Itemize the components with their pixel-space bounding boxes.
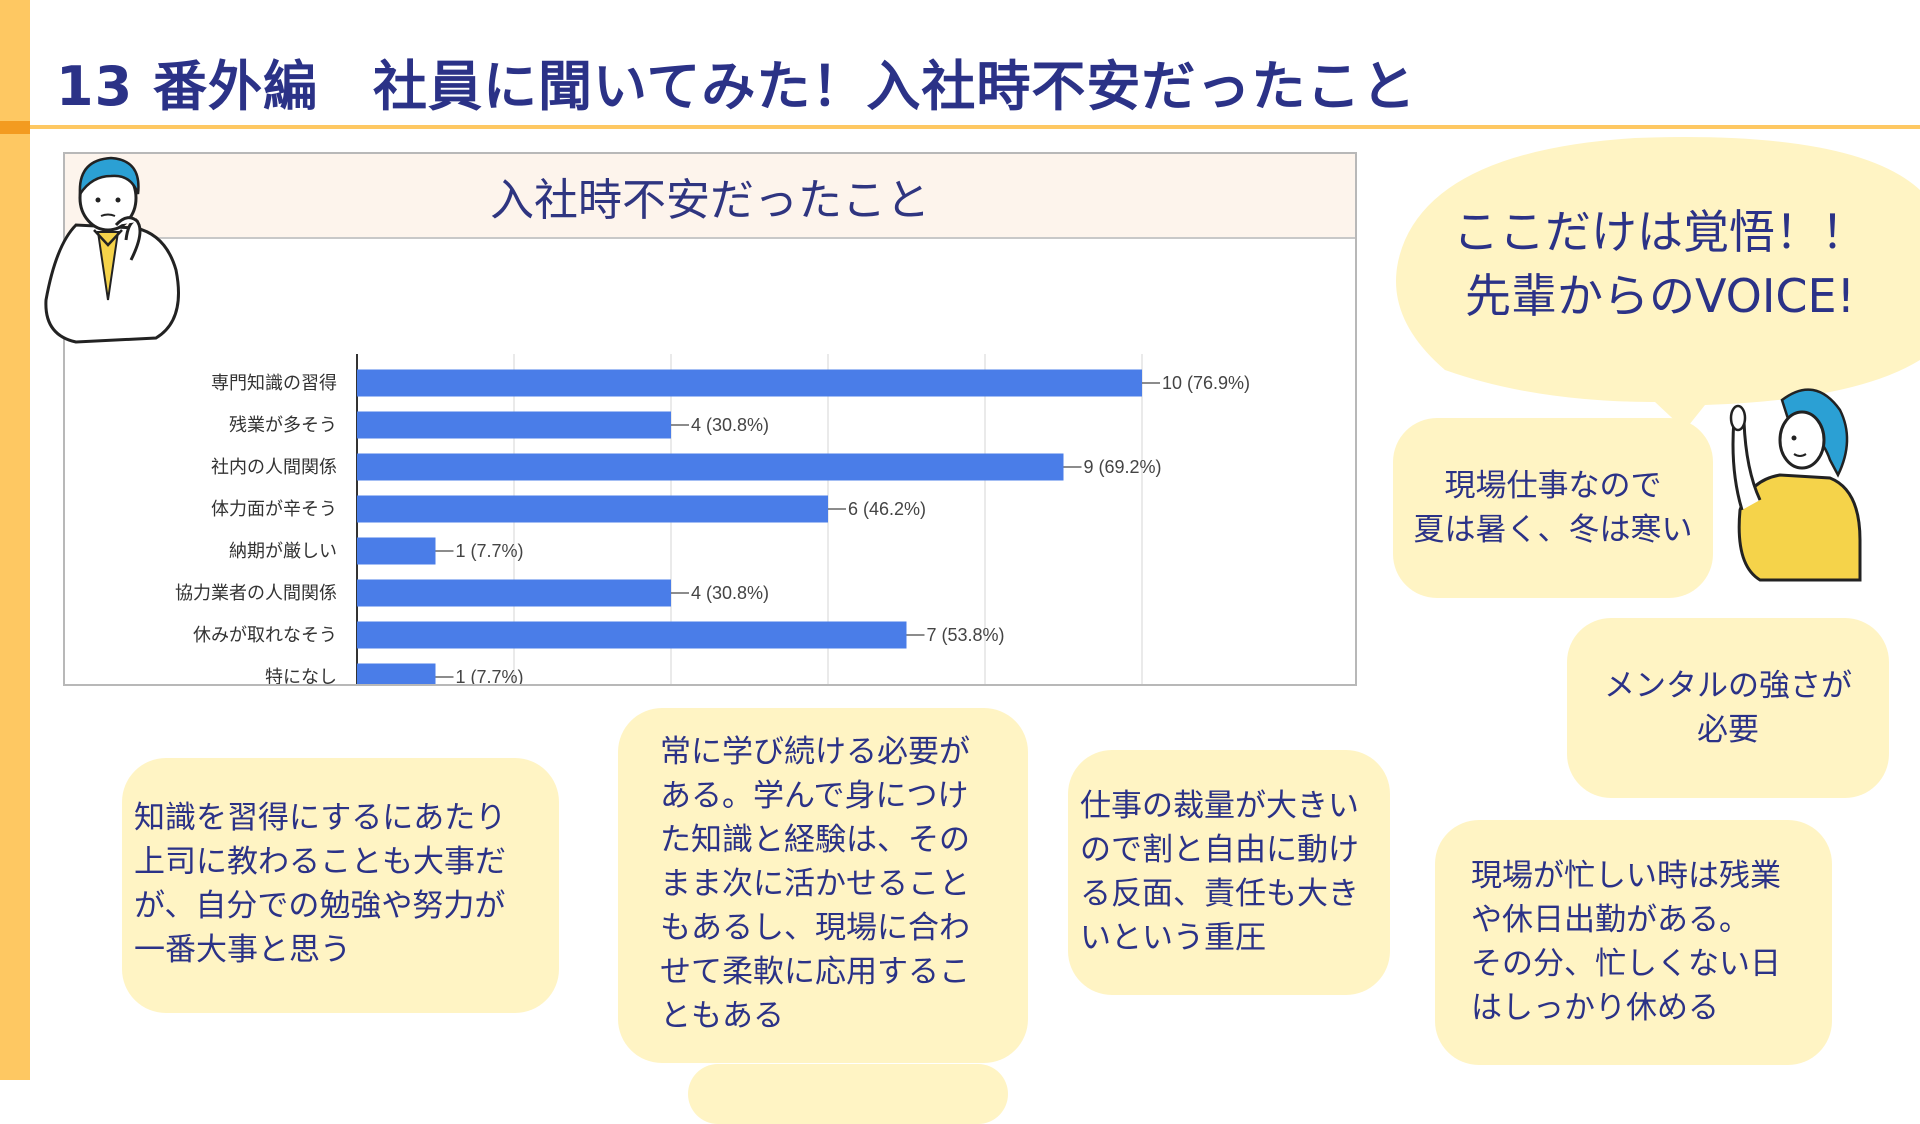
voice-line-1: ここだけは覚悟！！	[1453, 205, 1867, 259]
value-label: 1 (7.7%)	[456, 667, 524, 684]
comment-line: 一番大事と思う	[134, 932, 351, 968]
value-label: 7 (53.8%)	[927, 625, 1005, 645]
comment-line: る反面、責任も大き	[1080, 876, 1359, 912]
value-label: 1 (7.7%)	[456, 541, 524, 561]
category-label: 社内の人間関係	[211, 457, 337, 478]
category-label: 協力業者の人間関係	[175, 583, 337, 604]
value-label: 6 (46.2%)	[848, 499, 926, 519]
category-label: 専門知識の習得	[211, 373, 337, 394]
value-label: 4 (30.8%)	[691, 415, 769, 435]
comment-line: もあるし、現場に合わ	[660, 910, 970, 946]
comment-bubble-partial	[688, 1064, 1008, 1124]
comment-line: ともある	[660, 998, 784, 1034]
comment-line: 必要	[1697, 712, 1759, 748]
comment-line: ので割と自由に動け	[1080, 832, 1359, 868]
bar	[357, 495, 828, 523]
comment-bubble-knowledge: 知識を習得にするにあたり 上司に教わることも大事だ が、自分での勉強や努力が 一…	[122, 758, 559, 1013]
chart-panel: 入社時不安だったこと 0246810専門知識の習得10 (76.9%)残業が多そ…	[63, 152, 1357, 686]
comment-line: た知識と経験は、その	[660, 822, 970, 858]
comment-line: 現場仕事なので	[1444, 468, 1662, 504]
category-label: 納期が厳しい	[229, 541, 337, 562]
page-title: 13 番外編 社員に聞いてみた！入社時不安だったこと	[56, 55, 1417, 118]
left-accent-bar	[0, 0, 30, 1080]
chart-title: 入社時不安だったこと	[490, 175, 930, 226]
comment-bubble-mental: メンタルの強さが 必要	[1567, 618, 1889, 798]
value-label: 10 (76.9%)	[1162, 373, 1250, 393]
comment-line: せて柔軟に応用するこ	[660, 954, 970, 990]
voice-speech-cloud	[1396, 137, 1920, 430]
comment-line: 夏は暑く、冬は寒い	[1413, 512, 1693, 548]
comment-bubble-heat: 現場仕事なので 夏は暑く、冬は寒い	[1393, 418, 1713, 598]
bar	[357, 537, 436, 565]
comment-line: メンタルの強さが	[1604, 668, 1852, 704]
bar	[357, 453, 1064, 481]
thinking-man-icon	[44, 156, 180, 344]
chart-header: 入社時不安だったこと	[65, 154, 1355, 239]
bar	[357, 369, 1142, 397]
value-label: 4 (30.8%)	[691, 583, 769, 603]
comment-line: や休日出勤がある。	[1471, 902, 1750, 938]
comment-line: が、自分での勉強や努力が	[134, 888, 506, 924]
comment-bubble-discretion: 仕事の裁量が大きい ので割と自由に動け る反面、責任も大き いという重圧	[1068, 750, 1390, 995]
comment-line: 仕事の裁量が大きい	[1080, 788, 1359, 824]
bar	[357, 579, 671, 607]
comment-line: いという重圧	[1080, 920, 1266, 956]
comment-line: はしっかり休める	[1471, 990, 1719, 1026]
comment-bubble-overtime: 現場が忙しい時は残業 や休日出勤がある。 その分、忙しくない日 はしっかり休める	[1435, 820, 1832, 1065]
comment-line: 上司に教わることも大事だ	[134, 844, 506, 880]
bar	[357, 411, 671, 439]
category-label: 特になし	[265, 667, 337, 684]
title-divider	[30, 125, 1920, 129]
comment-line: まま次に活かせること	[660, 866, 970, 902]
comment-line: 現場が忙しい時は残業	[1471, 858, 1781, 894]
value-label: 9 (69.2%)	[1084, 457, 1162, 477]
comment-line: 知識を習得にするにあたり	[134, 800, 507, 836]
category-label: 休みが取れなそう	[193, 625, 337, 646]
comment-line: ある。学んで身につけ	[660, 778, 969, 814]
comment-bubble-learning: 常に学び続ける必要が ある。学んで身につけ た知識と経験は、その まま次に活かせ…	[618, 708, 1028, 1063]
bar	[357, 663, 436, 684]
voice-heading: ここだけは覚悟！！ 先輩からのVOICE!	[1390, 200, 1920, 328]
comment-line: 常に学び続ける必要が	[660, 734, 970, 770]
category-label: 体力面が辛そう	[211, 499, 337, 520]
pointing-woman-icon	[1729, 388, 1862, 582]
voice-line-2: 先輩からのVOICE!	[1464, 269, 1856, 323]
bar	[357, 621, 907, 649]
comment-line: その分、忙しくない日	[1471, 946, 1781, 982]
category-label: 残業が多そう	[229, 415, 337, 436]
left-accent-marker	[0, 121, 30, 134]
